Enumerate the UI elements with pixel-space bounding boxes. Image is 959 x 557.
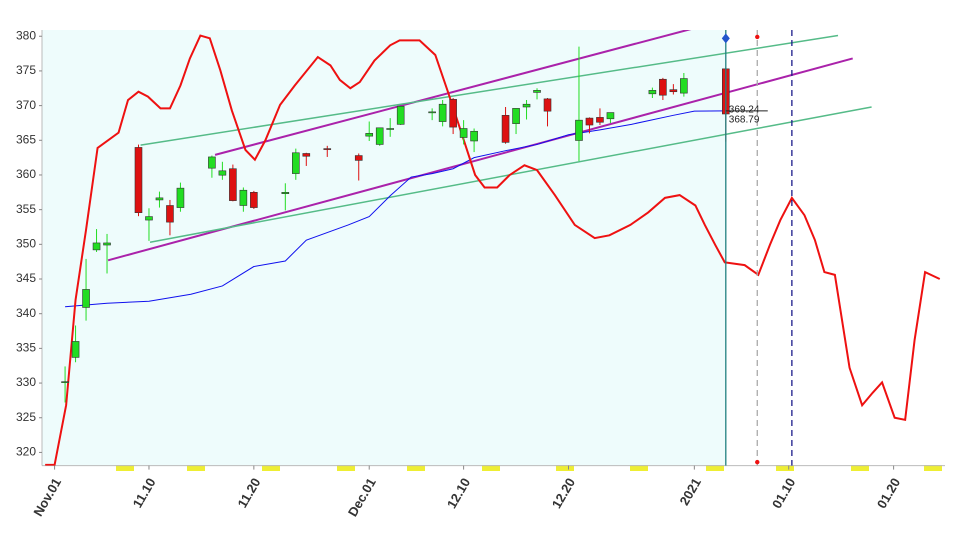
candle-body [438, 103, 447, 122]
price-label: 368.79 [729, 115, 760, 126]
candle-body [71, 341, 80, 358]
time-marker [116, 465, 134, 471]
y-tick-label: 350 [16, 237, 36, 251]
time-marker [706, 465, 724, 471]
x-tick-label: 01.10 [769, 475, 798, 511]
x-tick-label: Dec.01 [345, 475, 379, 519]
y-tick-label: 320 [16, 445, 36, 459]
candle-body [250, 192, 258, 208]
time-marker [482, 465, 500, 471]
y-tick-label: 340 [16, 306, 36, 320]
candle-body [134, 147, 143, 214]
marker [721, 33, 730, 44]
candle-body [501, 115, 510, 143]
candle-body [512, 108, 520, 124]
y-tick-label: 325 [16, 410, 36, 424]
y-tick-label: 375 [16, 63, 36, 77]
price-label: 369.24 [729, 105, 760, 116]
candle-body [449, 99, 457, 128]
y-tick-label: 330 [16, 375, 36, 389]
candle-body [459, 128, 468, 138]
candle-body [323, 148, 332, 150]
time-marker [556, 465, 574, 471]
y-tick-label: 380 [16, 28, 36, 42]
candle-body [522, 103, 531, 108]
candle-body [302, 153, 311, 157]
candle-body [533, 90, 541, 93]
candle-body [375, 127, 384, 145]
marker [755, 459, 760, 465]
candle-body [596, 117, 604, 123]
candle-body [365, 133, 374, 137]
candle-body [669, 89, 678, 93]
x-tick-label: 11.20 [235, 475, 264, 510]
y-tick-label: 335 [16, 341, 36, 355]
time-marker [187, 465, 205, 471]
time-marker [407, 465, 425, 471]
time-markers [116, 465, 942, 471]
candle-body [292, 152, 300, 174]
candle-body [281, 192, 290, 194]
trend-line [214, 30, 692, 156]
trend-line [140, 34, 839, 146]
candle-body [575, 119, 583, 141]
candle-body [386, 128, 394, 130]
time-marker [262, 465, 280, 471]
x-tick-label: Nov.01 [30, 475, 64, 519]
candle-body [92, 242, 101, 251]
candle-body [82, 289, 90, 308]
candle-body [659, 78, 667, 96]
y-tick-label: 360 [16, 167, 36, 181]
time-marker [776, 465, 794, 471]
x-tick-label: 11.10 [130, 475, 159, 510]
y-tick-label: 345 [16, 271, 36, 285]
candle-body [354, 155, 363, 161]
candle-body [61, 381, 69, 383]
x-tick-label: 12.20 [549, 475, 578, 511]
marker [755, 34, 760, 40]
indicator-line [45, 34, 941, 466]
candle-body [103, 242, 111, 246]
indicator-line [65, 110, 726, 308]
candle-body [543, 98, 552, 112]
candle-body [208, 156, 216, 169]
candle-body [428, 111, 436, 114]
candle-body [470, 130, 478, 142]
candle-body [166, 205, 174, 223]
plot [45, 30, 941, 466]
candle-body [648, 90, 657, 95]
x-tick-label: 2021 [676, 475, 703, 508]
y-tick-label: 365 [16, 132, 36, 146]
time-marker [630, 465, 648, 471]
y-tick-label: 355 [16, 202, 36, 216]
time-marker [337, 465, 355, 471]
x-tick-label: 12.10 [444, 475, 473, 511]
candle-body [176, 187, 185, 208]
candle-body [155, 197, 164, 201]
candle-body [606, 112, 615, 120]
y-tick-label: 370 [16, 98, 36, 112]
candle-body [229, 168, 237, 201]
candle-body [680, 78, 688, 94]
candle-body [239, 189, 248, 206]
candle-body [396, 105, 405, 125]
candle-body [218, 170, 227, 176]
x-tick-label: 01.20 [874, 475, 903, 511]
candle-body [585, 117, 594, 126]
time-marker [851, 465, 869, 471]
time-marker [924, 465, 942, 471]
candle-body [145, 216, 153, 221]
